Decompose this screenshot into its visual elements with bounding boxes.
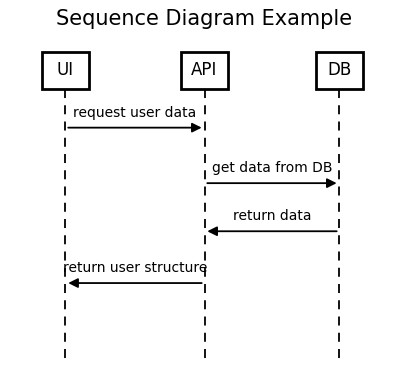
- Text: API: API: [191, 61, 218, 79]
- Text: return user structure: return user structure: [63, 261, 207, 275]
- Text: request user data: request user data: [73, 105, 197, 120]
- Text: get data from DB: get data from DB: [212, 161, 332, 175]
- Text: return data: return data: [233, 209, 311, 223]
- Text: DB: DB: [327, 61, 352, 79]
- Text: UI: UI: [57, 61, 74, 79]
- Bar: [181, 52, 228, 89]
- Bar: [42, 52, 89, 89]
- Text: Sequence Diagram Example: Sequence Diagram Example: [56, 9, 353, 29]
- Bar: [316, 52, 363, 89]
